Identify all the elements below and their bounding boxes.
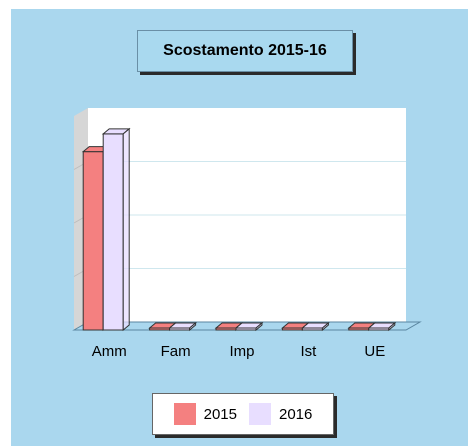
x-tick-label-imp: Imp: [229, 343, 254, 360]
legend-item-2015: 2015: [173, 403, 237, 425]
legend-swatch-2016: [249, 403, 271, 425]
bar-amm-2015: [82, 151, 104, 331]
legend-swatch-2015: [173, 403, 196, 425]
x-tick-label-ist: Ist: [300, 343, 317, 360]
bar-amm-2016: [102, 133, 124, 331]
legend: 2015 2016: [152, 393, 334, 435]
legend-item-2016: 2016: [249, 403, 312, 425]
x-tick-label-fam: Fam: [161, 343, 191, 360]
bar-side-ist-2016: [321, 321, 329, 332]
x-tick-label-amm: Amm: [92, 343, 127, 360]
bar-side-fam-2016: [189, 321, 197, 332]
x-tick-label-ue: UE: [364, 343, 385, 360]
chart-title-text: Scostamento 2015-16: [163, 42, 327, 59]
bar-side-amm-2016: [122, 127, 130, 332]
chart-title: Scostamento 2015-16: [137, 30, 353, 72]
legend-label-2016: 2016: [279, 405, 313, 423]
legend-label-2015: 2015: [203, 405, 237, 423]
bar-side-ue-2016: [388, 321, 396, 332]
bar-side-imp-2016: [255, 321, 263, 332]
